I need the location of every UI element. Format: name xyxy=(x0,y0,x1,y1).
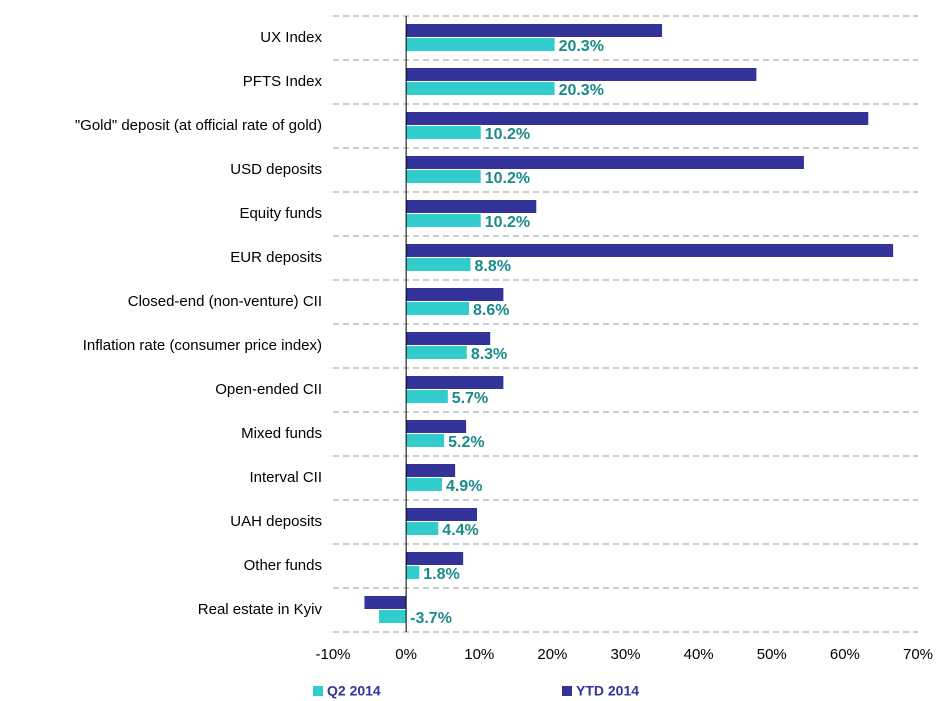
bar xyxy=(406,288,504,301)
x-tick-label: 20% xyxy=(537,646,567,663)
bar xyxy=(406,244,894,257)
legend-label: Q2 2014 xyxy=(327,683,381,699)
bar xyxy=(406,566,420,579)
value-label: 1.8% xyxy=(423,566,459,583)
category-label: "Gold" deposit (at official rate of gold… xyxy=(75,117,322,134)
bar xyxy=(406,332,491,345)
value-label: -3.7% xyxy=(410,610,452,627)
value-label: 10.2% xyxy=(485,126,530,143)
x-tick-label: 50% xyxy=(757,646,787,663)
category-label: Other funds xyxy=(244,557,322,574)
value-label: 8.6% xyxy=(473,302,509,319)
bar xyxy=(406,346,467,359)
bar xyxy=(406,200,537,213)
bar xyxy=(406,24,663,37)
value-label: 20.3% xyxy=(559,82,604,99)
category-label: Real estate in Kyiv xyxy=(198,601,323,618)
bar xyxy=(406,68,757,81)
bar xyxy=(406,420,467,433)
bar xyxy=(406,390,448,403)
value-label: 4.9% xyxy=(446,478,482,495)
value-label: 10.2% xyxy=(485,170,530,187)
category-label: Mixed funds xyxy=(241,425,322,442)
value-label: 5.2% xyxy=(448,434,484,451)
category-label: Inflation rate (consumer price index) xyxy=(83,337,322,354)
x-tick-label: 0% xyxy=(395,646,417,663)
value-label: 8.3% xyxy=(471,346,507,363)
x-tick-label: 40% xyxy=(684,646,714,663)
bar xyxy=(406,376,504,389)
bar xyxy=(364,596,407,609)
bar xyxy=(406,126,481,139)
x-tick-label: 30% xyxy=(610,646,640,663)
category-label: Equity funds xyxy=(239,205,322,222)
bar xyxy=(406,434,445,447)
category-label: PFTS Index xyxy=(243,73,323,90)
category-label: EUR deposits xyxy=(230,249,322,266)
bar xyxy=(406,258,471,271)
category-label: USD deposits xyxy=(230,161,322,178)
value-label: 10.2% xyxy=(485,214,530,231)
value-label: 8.8% xyxy=(474,258,510,275)
x-tick-label: -10% xyxy=(315,646,350,663)
value-label: 5.7% xyxy=(452,390,488,407)
legend-swatch xyxy=(562,686,572,696)
category-label: UAH deposits xyxy=(230,513,322,530)
bar xyxy=(406,112,869,125)
bar xyxy=(406,508,478,521)
bar xyxy=(406,464,456,477)
bar xyxy=(406,302,470,315)
value-label: 4.4% xyxy=(442,522,478,539)
x-tick-label: 70% xyxy=(903,646,933,663)
category-label: UX Index xyxy=(260,29,322,46)
bar xyxy=(406,522,439,535)
x-tick-label: 10% xyxy=(464,646,494,663)
bar xyxy=(406,552,464,565)
bar xyxy=(406,82,555,95)
category-label: Closed-end (non-venture) CII xyxy=(128,293,322,310)
legend-swatch xyxy=(313,686,323,696)
value-label: 20.3% xyxy=(559,38,604,55)
x-tick-label: 60% xyxy=(830,646,860,663)
bar xyxy=(406,478,442,491)
category-label: Open-ended CII xyxy=(215,381,322,398)
category-label: Interval CII xyxy=(249,469,322,486)
legend-label: YTD 2014 xyxy=(576,683,639,699)
bar xyxy=(406,214,481,227)
bar xyxy=(379,610,407,623)
bar xyxy=(406,156,804,169)
bar xyxy=(406,170,481,183)
bar xyxy=(406,38,555,51)
